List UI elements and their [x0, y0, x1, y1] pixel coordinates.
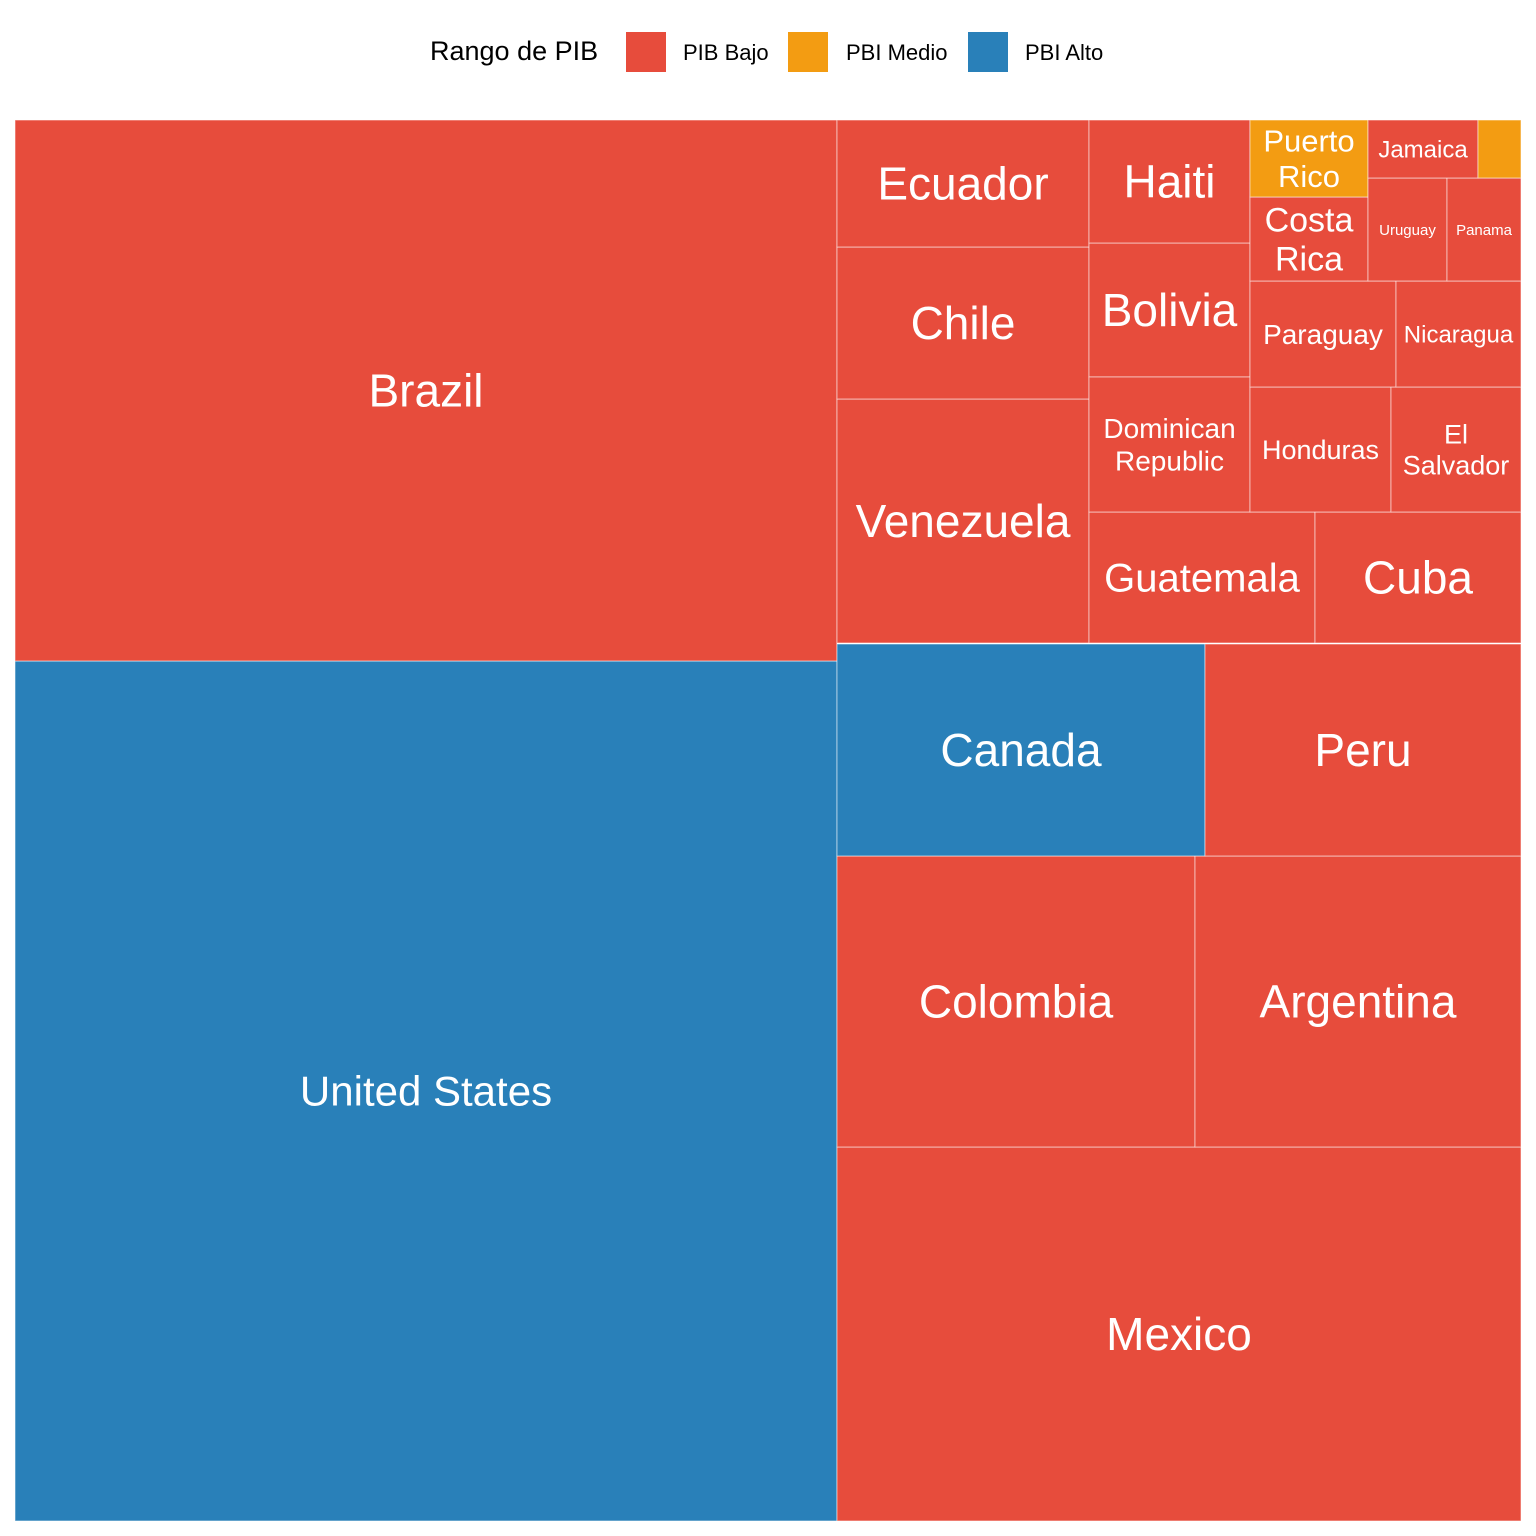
tile-label: El Salvador	[1403, 419, 1510, 480]
tile-haiti: Haiti	[1088, 119, 1251, 244]
tile-venezuela: Venezuela	[836, 398, 1090, 644]
tile-rect	[1088, 511, 1316, 644]
legend-label-low: PIB Bajo	[683, 40, 769, 65]
tile-united-states: United States	[14, 660, 838, 1522]
tile-label: Haiti	[1123, 156, 1215, 208]
tile-label: Paraguay	[1263, 319, 1383, 350]
tile-rect	[1249, 196, 1369, 282]
tile-rect	[1395, 280, 1522, 388]
tile-rect	[1314, 511, 1522, 644]
tile-bolivia: Bolivia	[1088, 242, 1251, 378]
tile-label: Chile	[911, 297, 1016, 349]
tile-label: Honduras	[1262, 435, 1379, 465]
tile-puerto-rico: Puerto Rico	[1249, 119, 1369, 198]
tile-rect	[1367, 177, 1448, 282]
tile-rect	[14, 119, 838, 662]
legend: Rango de PIB PIB Bajo PBI Medio PBI Alto	[0, 0, 1536, 110]
tile-rect	[1088, 242, 1251, 378]
legend-label-medium: PBI Medio	[846, 40, 948, 65]
tile-colombia: Colombia	[836, 855, 1196, 1148]
tile-rect	[1367, 119, 1479, 179]
tile-label: Brazil	[368, 365, 483, 417]
tile-label: Puerto Rico	[1263, 124, 1354, 195]
tile-mexico: Mexico	[836, 1146, 1522, 1522]
tile-rect	[1249, 119, 1369, 198]
tile-rect	[836, 119, 1090, 248]
legend-swatch-medium	[788, 32, 828, 72]
legend-swatch-low	[626, 32, 666, 72]
tile-cuba: Cuba	[1314, 511, 1522, 644]
tile-label: Jamaica	[1378, 136, 1468, 163]
tile-costa-rica: Costa Rica	[1249, 196, 1369, 282]
legend-title: Rango de PIB	[430, 36, 599, 66]
tile-dominican-republic: Dominican Republic	[1088, 376, 1251, 513]
tile-panama: Panama	[1446, 177, 1522, 282]
tile-paraguay: Paraguay	[1249, 280, 1397, 388]
tile-label: Uruguay	[1379, 222, 1436, 239]
tile-label: Guatemala	[1104, 557, 1300, 601]
tile-rect	[1390, 386, 1522, 513]
tile-nicaragua: Nicaragua	[1395, 280, 1522, 388]
tile-ecuador: Ecuador	[836, 119, 1090, 248]
legend-swatch-high	[968, 32, 1008, 72]
tile-label: Argentina	[1260, 976, 1457, 1028]
tile-label: Mexico	[1106, 1308, 1252, 1360]
tile-rect	[1204, 643, 1522, 857]
tile-uruguay: Uruguay	[1367, 177, 1448, 282]
tile-label: Canada	[940, 724, 1102, 776]
tile-label: Ecuador	[877, 158, 1048, 210]
tile-peru: Peru	[1204, 643, 1522, 857]
tile-label: Nicaragua	[1404, 321, 1514, 348]
tile-rect	[1446, 177, 1522, 282]
tile-rect	[1249, 386, 1392, 513]
tile-rect	[1194, 855, 1522, 1148]
tile-rect	[836, 398, 1090, 644]
tile-label: Peru	[1314, 724, 1411, 776]
tile-label: Cuba	[1363, 552, 1473, 604]
tile-label: Colombia	[919, 976, 1114, 1028]
tile-jamaica: Jamaica	[1367, 119, 1479, 179]
tile-label: United States	[300, 1068, 552, 1115]
tile-label: Bolivia	[1102, 284, 1238, 336]
tile-label: Costa Rica	[1265, 201, 1354, 278]
tile-rect	[1088, 119, 1251, 244]
tile-rect	[836, 1146, 1522, 1522]
tile-rect	[1477, 119, 1522, 179]
tile-chile: Chile	[836, 246, 1090, 400]
tile-el-salvador: El Salvador	[1390, 386, 1522, 513]
tile-label: Venezuela	[856, 495, 1071, 547]
tile-label: Panama	[1456, 222, 1513, 239]
tile-label: Dominican Republic	[1103, 413, 1235, 476]
tile-argentina: Argentina	[1194, 855, 1522, 1148]
tile-rect	[1088, 376, 1251, 513]
tile-rect	[14, 660, 838, 1522]
tile-brazil: Brazil	[14, 119, 838, 662]
tile-rect	[836, 643, 1206, 857]
tile-canada: Canada	[836, 643, 1206, 857]
tile-unlabeled-24	[1477, 119, 1522, 179]
legend-label-high: PBI Alto	[1025, 40, 1104, 65]
tile-rect	[1249, 280, 1397, 388]
tile-guatemala: Guatemala	[1088, 511, 1316, 644]
tile-rect	[836, 246, 1090, 400]
tile-honduras: Honduras	[1249, 386, 1392, 513]
